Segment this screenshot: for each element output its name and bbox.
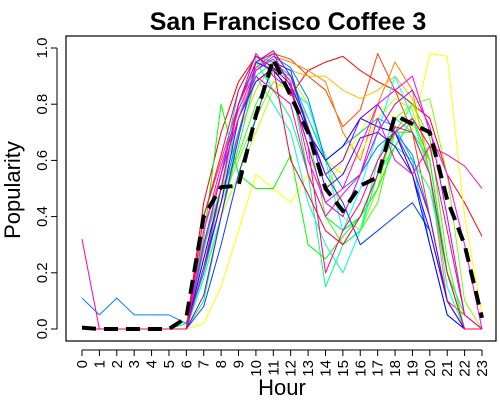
x-axis-label: Hour — [258, 375, 306, 400]
x-tick-label: 19 — [404, 360, 421, 377]
plot-frame — [65, 35, 497, 342]
x-tick-label: 10 — [248, 360, 265, 377]
series-line-20 — [82, 53, 483, 330]
chart-title: San Francisco Coffee 3 — [150, 8, 426, 36]
x-tick-label: 3 — [126, 360, 143, 368]
x-tick-label: 12 — [283, 360, 300, 377]
average-series-line — [81, 57, 484, 331]
x-tick-label: 2 — [109, 360, 126, 368]
x-tick-label: 4 — [144, 360, 161, 368]
series-line-15 — [81, 55, 482, 330]
x-tick-label: 8 — [213, 360, 230, 368]
x-tick-label: 22 — [457, 360, 474, 377]
x-tick-label: 20 — [422, 360, 439, 377]
x-tick-label: 23 — [474, 360, 491, 377]
x-tick-label: 15 — [335, 360, 352, 377]
x-tick-label: 9 — [231, 360, 248, 368]
y-tick-label: 0.8 — [34, 94, 51, 115]
series-line-2 — [82, 53, 483, 330]
x-tick-label: 1 — [91, 360, 108, 368]
x-tick-label: 13 — [300, 360, 317, 377]
x-tick-label: 18 — [387, 360, 404, 377]
x-tick-label: 0 — [74, 360, 91, 368]
series-line-5 — [82, 53, 483, 330]
series-layer — [81, 50, 484, 331]
x-tick-label: 7 — [196, 360, 213, 368]
series-line-23 — [82, 53, 483, 330]
y-tick-label: 0.0 — [34, 319, 51, 340]
y-tick-label: 1.0 — [34, 38, 51, 59]
x-tick-label: 14 — [317, 360, 334, 377]
x-axis: 0 1 2 3 4 5 6 7 8 9 10 11 12 13 14 15 16 17 18 19 20 21 22 23 — [74, 349, 491, 377]
y-axis: 0.0 0.2 0.4 0.6 0.8 1.0 — [34, 38, 58, 340]
x-tick-label: 17 — [370, 360, 387, 377]
x-tick-label: 11 — [265, 360, 282, 376]
y-tick-label: 0.4 — [34, 206, 51, 227]
x-tick-label: 16 — [352, 360, 369, 377]
y-axis-label: Popularity — [0, 141, 25, 239]
x-tick-label: 21 — [439, 360, 456, 377]
y-tick-label: 0.6 — [34, 150, 51, 171]
x-tick-label: 5 — [161, 360, 178, 368]
y-tick-label: 0.2 — [34, 262, 51, 283]
x-tick-label: 6 — [178, 360, 195, 368]
